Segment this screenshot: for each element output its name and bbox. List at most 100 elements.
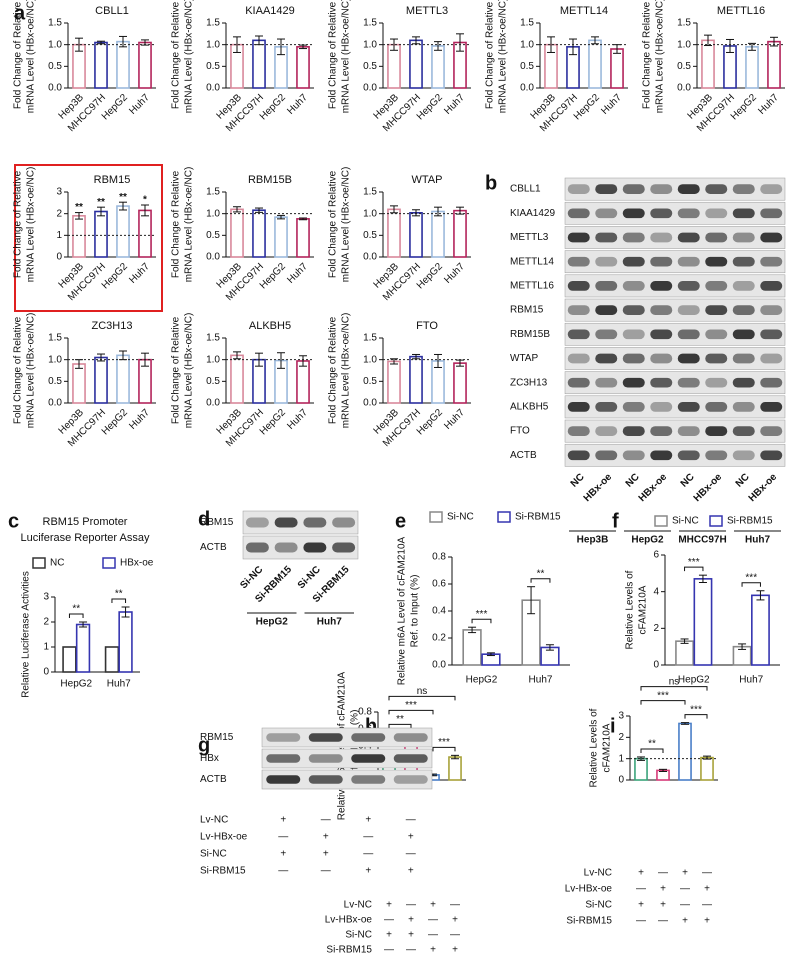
condition-sign: + — [365, 815, 371, 826]
error-bar — [738, 643, 747, 650]
blot-strip — [564, 419, 786, 443]
panel-label: d — [198, 508, 210, 530]
significance-label: ** — [119, 192, 127, 203]
blot-row-label: ACTB — [200, 774, 227, 785]
y-axis-label: Fold Change of Relative — [13, 1, 24, 109]
condition-sign: — — [406, 900, 416, 911]
blot-lane-label: NC — [679, 472, 697, 490]
bar — [610, 48, 624, 89]
condition-label: Lv-NC — [584, 868, 612, 879]
blot-band — [650, 329, 673, 340]
chart-title: METTL16 — [717, 5, 765, 17]
error-bar — [233, 351, 241, 360]
condition-sign: + — [280, 815, 286, 826]
significance-label: *** — [690, 704, 702, 715]
blot-band — [705, 353, 728, 364]
y-axis-label: mRNA Level (HBx-oe/NC) — [341, 313, 352, 429]
blot-strip — [564, 201, 786, 225]
blot-strip — [564, 250, 786, 274]
blot-row-label: FTO — [510, 426, 530, 437]
significance-bracket — [741, 582, 761, 587]
chart-title: METTL14 — [560, 5, 608, 17]
blot-lane-label: HBx-oe — [582, 471, 615, 504]
y-tick-label: 1.5 — [206, 18, 220, 29]
x-tick-label: Huh7 — [107, 679, 131, 690]
y-tick-label: 0.5 — [48, 376, 62, 387]
y-tick-label: 1.0 — [363, 354, 377, 365]
y-tick-label: 0 — [43, 667, 49, 678]
condition-sign: — — [428, 930, 438, 941]
y-tick-label: 1.5 — [363, 18, 377, 29]
blot-lane-label: NC — [734, 472, 752, 490]
significance-label: ** — [537, 568, 545, 579]
blot-row-label: WTAP — [510, 353, 538, 364]
blot-band — [760, 208, 783, 219]
significance-label: *** — [745, 572, 757, 583]
blot-band — [332, 542, 356, 553]
blot-band — [266, 775, 301, 784]
bar — [296, 218, 310, 258]
condition-sign: + — [408, 832, 414, 843]
chart-title: CBLL1 — [95, 5, 129, 17]
condition-sign: + — [365, 866, 371, 877]
blot-band — [622, 402, 645, 412]
bar — [72, 363, 86, 404]
blot-band — [705, 377, 728, 388]
bar — [116, 40, 130, 89]
blot-band — [595, 450, 618, 461]
blot-strip — [564, 322, 786, 346]
error-bar — [637, 756, 645, 761]
blot-row-label: KIAA1429 — [510, 208, 555, 219]
y-tick-label: 0.0 — [363, 83, 377, 94]
condition-sign: — — [321, 866, 331, 877]
y-axis-label: mRNA Level (HBx-oe/NC) — [26, 0, 37, 113]
blot-band — [677, 353, 700, 364]
bar — [252, 39, 266, 89]
error-bar — [97, 206, 105, 217]
condition-sign: — — [384, 945, 394, 956]
blot-strip — [261, 727, 433, 748]
blot-group-label: HepG2 — [631, 535, 664, 546]
condition-sign: + — [452, 945, 458, 956]
blot-band — [595, 329, 618, 340]
significance-bracket — [471, 618, 492, 624]
blot-row-label: ACTB — [510, 450, 537, 461]
legend-swatch — [429, 511, 443, 523]
blot-band — [705, 426, 728, 436]
y-axis-label: Fold Change of Relative — [171, 1, 182, 109]
condition-label: Si-NC — [200, 849, 227, 860]
bar — [588, 39, 602, 89]
condition-label: Lv-NC — [200, 815, 228, 826]
y-axis-label: Fold Change of Relative — [13, 170, 24, 278]
blot-band — [622, 377, 645, 388]
blot-band — [308, 775, 343, 784]
blot-band — [567, 329, 590, 340]
y-tick-label: 0.0 — [48, 398, 62, 409]
bar — [118, 611, 133, 673]
blot-band — [567, 305, 590, 315]
blot-band — [760, 232, 783, 243]
blot-band — [303, 517, 327, 528]
bar — [767, 40, 781, 89]
blot-band — [677, 329, 700, 340]
error-bar — [412, 36, 420, 45]
y-axis-label: Relative m6A Level of cFAM210A — [397, 536, 408, 685]
blot-strip — [564, 443, 786, 467]
blot-band — [595, 353, 618, 364]
error-bar — [756, 590, 765, 601]
blot-lane-label: Si-NC — [296, 564, 323, 591]
legend-label: Si-RBM15 — [515, 512, 561, 523]
y-tick-label: 0.5 — [520, 61, 534, 72]
blot-row-label: HBx — [200, 753, 219, 764]
bar — [296, 46, 310, 89]
y-tick-label: 0.6 — [432, 579, 446, 590]
bar — [94, 41, 108, 89]
blot-band — [308, 733, 343, 742]
highlight-box — [14, 164, 163, 312]
condition-sign: — — [450, 900, 460, 911]
condition-sign: — — [321, 815, 331, 826]
bar — [72, 215, 86, 258]
panel-label: b — [485, 172, 497, 194]
bar — [431, 45, 445, 89]
